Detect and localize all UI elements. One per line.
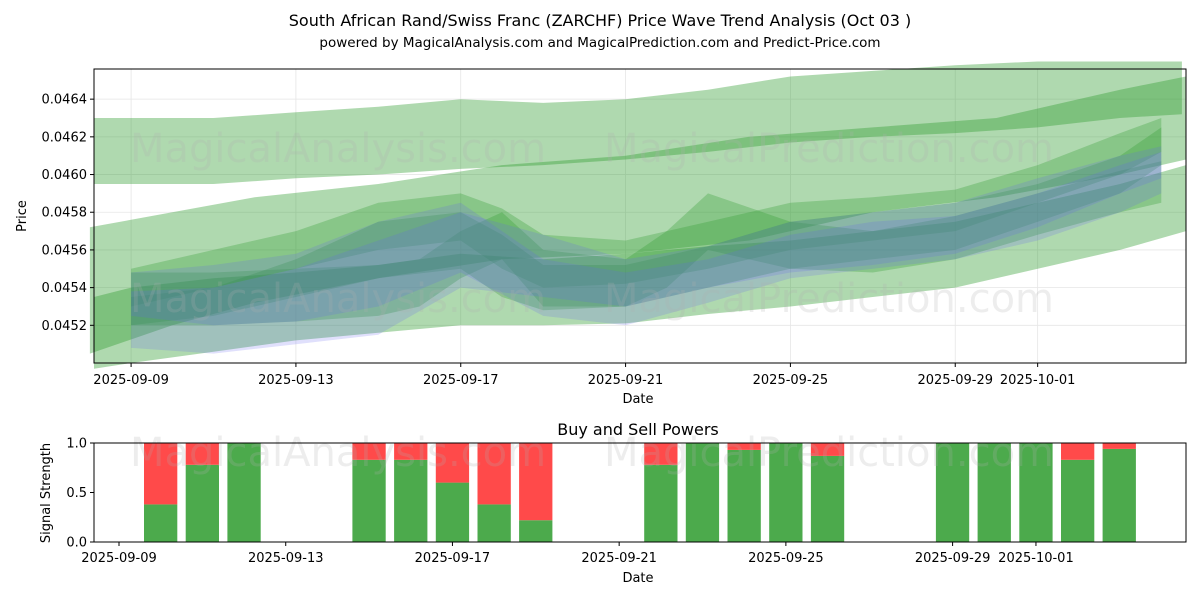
buy-bar-16 <box>1061 459 1095 542</box>
price-xtick-label-4: 2025-09-25 <box>753 373 829 388</box>
buy-sell-x-axis: 2025-09-09 2025-09-13 2025-09-17 2025-09-21… <box>81 542 1074 566</box>
buy-bar-12 <box>810 455 845 542</box>
buy-sell-xtick-label-0: 2025-09-09 <box>81 551 157 566</box>
buy-bar-2 <box>227 443 261 542</box>
buy-sell-xtick-label-1: 2025-09-13 <box>248 551 324 566</box>
price-xtick-label-6: 2025-10-01 <box>1000 373 1076 388</box>
price-ytick-label-5: 0.0462 <box>42 130 88 145</box>
sell-bar-12 <box>810 443 845 456</box>
buy-bar-0 <box>144 504 178 542</box>
buy-sell-xtick-label-6: 2025-10-01 <box>998 551 1074 566</box>
buy-bar-8 <box>644 464 678 542</box>
price-band-7 <box>131 151 1162 326</box>
sell-bar-10 <box>727 443 761 450</box>
chart-subtitle: powered by MagicalAnalysis.com and Magic… <box>319 35 880 51</box>
price-xtick-label-1: 2025-09-13 <box>258 373 334 388</box>
buy-sell-x-axis-label: Date <box>622 571 653 586</box>
buy-sell-xtick-label-2: 2025-09-17 <box>415 551 491 566</box>
price-xtick-label-0: 2025-09-09 <box>93 373 169 388</box>
buy-bar-9 <box>685 443 720 542</box>
sell-bar-17 <box>1102 443 1136 449</box>
price-axes-frame <box>93 68 1187 364</box>
buy-bar-15 <box>1019 443 1053 542</box>
price-x-axis-label: Date <box>622 392 653 407</box>
sell-bar-8 <box>644 443 678 465</box>
chart-title: South African Rand/Swiss Franc (ZARCHF) … <box>289 11 911 30</box>
price-ytick-label-1: 0.0454 <box>42 281 88 296</box>
price-ytick-label-2: 0.0456 <box>42 243 88 258</box>
buy-bar-10 <box>727 449 761 542</box>
price-band-1 <box>89 76 1186 354</box>
price-ytick-label-3: 0.0458 <box>42 206 88 221</box>
price-plot-area <box>94 69 1186 363</box>
buy-sell-xtick-label-4: 2025-09-25 <box>748 551 824 566</box>
sell-bar-1 <box>185 443 219 465</box>
watermark-prediction-top: MagicalPrediction.com <box>604 126 1054 172</box>
buy-bar-1 <box>185 464 219 542</box>
price-band-0 <box>94 61 1182 184</box>
watermark-analysis-mid: MagicalAnalysis.com <box>130 276 546 322</box>
price-ytick-label-4: 0.0460 <box>42 168 88 183</box>
buy-sell-y-axis-label: Signal Strength <box>39 443 54 543</box>
watermark-prediction-mid: MagicalPrediction.com <box>604 276 1054 322</box>
buy-sell-xtick-label-3: 2025-09-21 <box>581 551 657 566</box>
price-xtick-label-2: 2025-09-17 <box>423 373 499 388</box>
price-band-2 <box>94 165 1186 369</box>
buy-sell-title: Buy and Sell Powers <box>557 420 719 439</box>
price-gridlines <box>94 69 1186 363</box>
sell-bar-6 <box>477 443 511 505</box>
buy-bar-6 <box>477 504 511 542</box>
price-ytick-label-6: 0.0464 <box>42 93 88 108</box>
buy-bar-5 <box>435 482 470 542</box>
buy-sell-ytick-label-0: 0.0 <box>66 536 87 551</box>
price-y-axis: 0.0452 0.0454 0.0456 0.0458 0.0460 0.0462 0.04… <box>42 93 94 334</box>
buy-bar-3 <box>352 459 386 542</box>
buy-bar-14 <box>977 443 1011 542</box>
buy-bar-13 <box>935 443 970 542</box>
buy-sell-xtick-label-5: 2025-09-29 <box>915 551 991 566</box>
buy-sell-panel: Buy and Sell Powers MagicalAnalysis.com … <box>39 420 1187 586</box>
watermark-analysis-top: MagicalAnalysis.com <box>130 126 546 172</box>
price-xtick-label-3: 2025-09-21 <box>588 373 664 388</box>
sell-bar-0 <box>144 443 178 505</box>
buy-bar-4 <box>394 459 428 542</box>
buy-bar-11 <box>769 443 803 542</box>
sell-bar-3 <box>352 443 386 460</box>
price-wave-panel: MagicalAnalysis.com MagicalPrediction.co… <box>15 61 1187 407</box>
price-bands <box>89 61 1186 369</box>
sell-bar-4 <box>394 443 428 460</box>
buy-sell-ytick-label-2: 1.0 <box>66 437 87 452</box>
price-band-6 <box>131 146 1162 354</box>
price-band-3 <box>131 118 1162 307</box>
buy-sell-ytick-label-1: 0.5 <box>66 486 87 501</box>
price-ytick-label-0: 0.0452 <box>42 319 88 334</box>
sell-bar-16 <box>1061 443 1095 460</box>
watermark-prediction-bottom: MagicalPrediction.com <box>604 430 1054 476</box>
buy-sell-y-axis: 0.0 0.5 1.0 <box>66 437 94 551</box>
sell-bar-7 <box>519 443 553 521</box>
buy-bar-17 <box>1102 448 1136 542</box>
sell-bar-5 <box>435 443 470 483</box>
watermark-analysis-bottom: MagicalAnalysis.com <box>130 430 546 476</box>
price-y-axis-label: Price <box>15 200 30 232</box>
price-band-5 <box>131 161 1162 326</box>
price-band-4 <box>131 127 1162 326</box>
price-xtick-label-5: 2025-09-29 <box>917 373 993 388</box>
buy-sell-bars <box>144 443 1136 542</box>
price-x-axis: 2025-09-09 2025-09-13 2025-09-17 2025-09-21… <box>93 363 1075 388</box>
buy-bar-7 <box>519 520 553 542</box>
